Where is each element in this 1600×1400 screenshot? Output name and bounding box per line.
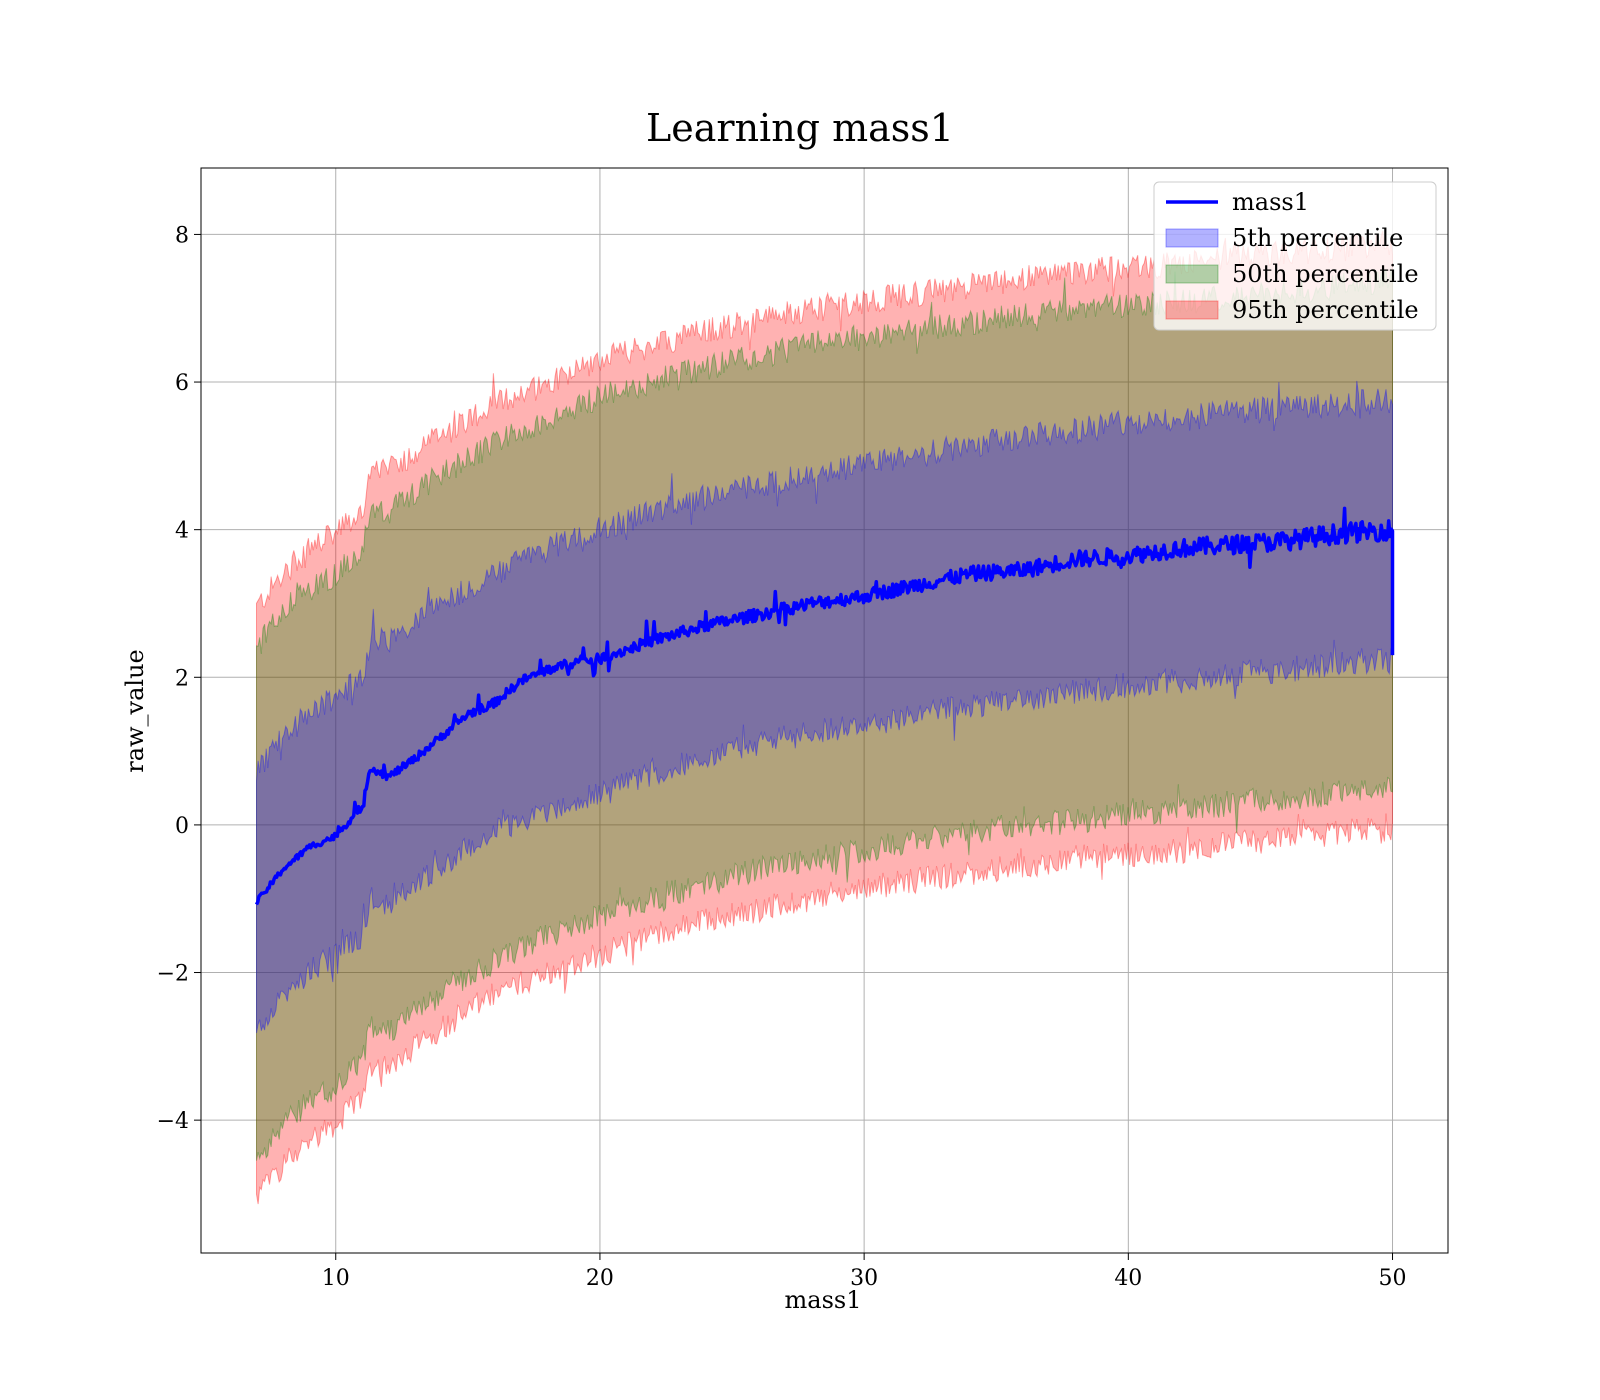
mass1-line — [254, 506, 1395, 906]
y-tick-label: 2 — [175, 666, 189, 691]
legend-patch-swatch — [1165, 264, 1219, 284]
x-tick-label: 10 — [322, 1266, 350, 1291]
legend-label: 50th percentile — [1232, 260, 1419, 288]
y-tick-label: 6 — [175, 371, 189, 396]
legend: mass1 5th percentile 50th percentile 95th p… — [1153, 181, 1437, 331]
y-axis-label: raw_value — [121, 649, 149, 773]
legend-box — [1153, 181, 1437, 331]
x-tick-label: 40 — [1114, 1266, 1142, 1291]
legend-patch-swatch — [1165, 228, 1219, 248]
legend-patch-swatch — [1165, 300, 1219, 320]
y-tick-label: 8 — [175, 223, 189, 248]
y-tick-label: −4 — [157, 1109, 189, 1134]
band-50th-percentile — [256, 268, 1393, 1161]
plot-frame — [200, 167, 1449, 1254]
y-tick-label: 4 — [175, 519, 189, 544]
percentile-bands — [256, 230, 1393, 1205]
legend-label: 95th percentile — [1232, 296, 1419, 324]
x-axis-label: mass1 — [785, 1286, 862, 1314]
y-tick-label: 0 — [175, 814, 189, 839]
band-95th-percentile — [256, 230, 1393, 1205]
tick-layer: 10 20 30 40 50 −4 −2 0 2 4 6 8 — [157, 223, 1407, 1291]
chart-title: Learning mass1 — [646, 106, 954, 150]
x-tick-label: 20 — [586, 1266, 614, 1291]
y-tick-label: −2 — [157, 962, 189, 987]
x-tick-label: 30 — [850, 1266, 878, 1291]
mass1-line-layer — [254, 506, 1395, 906]
legend-label: mass1 — [1232, 188, 1309, 216]
legend-label: 5th percentile — [1232, 224, 1403, 252]
x-tick-label: 50 — [1379, 1266, 1407, 1291]
grid-layer — [201, 168, 1448, 1253]
band-5th-percentile — [256, 380, 1393, 1034]
